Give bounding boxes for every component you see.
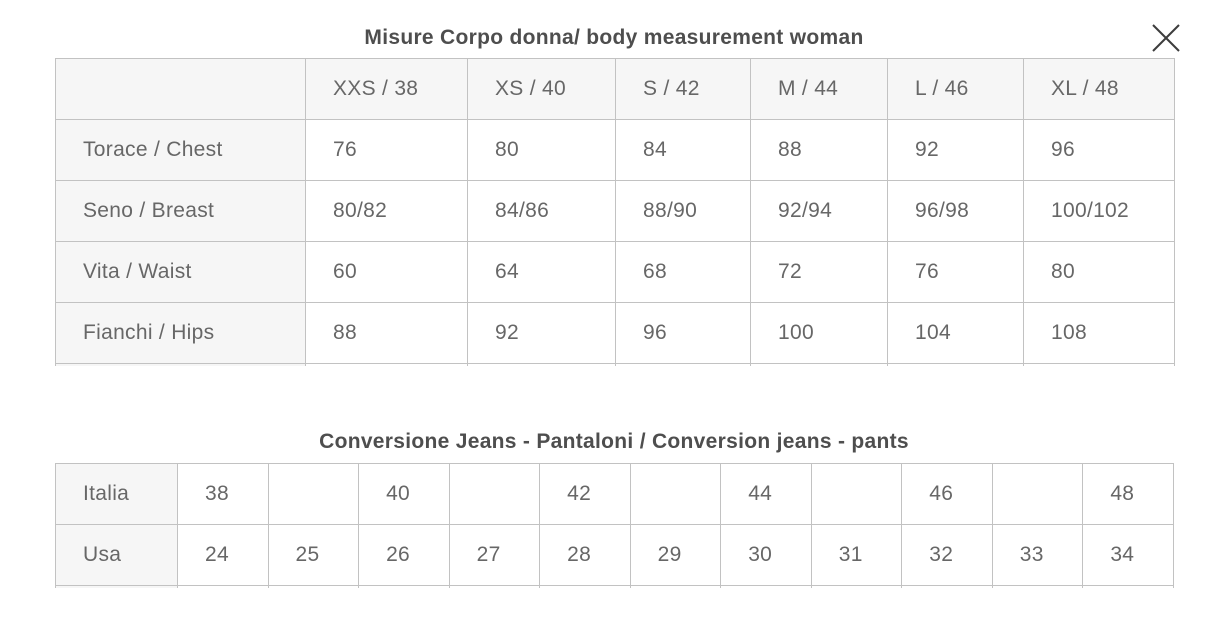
value-cell: 31 <box>810 524 903 586</box>
value-cell: 38 <box>177 463 269 525</box>
row-label <box>55 585 178 588</box>
value-cell: 76 <box>305 119 468 181</box>
value-cell <box>810 585 903 588</box>
value-cell: 84 <box>615 119 751 181</box>
value-cell <box>1082 585 1174 588</box>
body-measurement-table-wrapper: XXS / 38 XS / 40 S / 42 M / 44 L / 46 XL / 48… <box>55 58 1175 366</box>
size-column-header: L / 46 <box>887 58 1024 120</box>
clipped-row <box>55 585 1174 588</box>
value-cell: 80/82 <box>305 180 468 242</box>
jeans-conversion-table-wrapper: Italia 38 40 42 44 46 48 Usa 24 25 26 27 28 29 30… <box>55 463 1175 588</box>
value-cell <box>991 463 1084 525</box>
value-cell <box>539 585 631 588</box>
row-label: Italia <box>55 463 178 525</box>
row-label: Fianchi / Hips <box>55 302 306 364</box>
value-cell: 48 <box>1082 463 1174 525</box>
body-measurement-title: Misure Corpo donna/ body measurement wom… <box>364 26 864 49</box>
value-cell: 72 <box>750 241 888 303</box>
value-cell: 88 <box>750 119 888 181</box>
row-label: Usa <box>55 524 178 586</box>
table-row: Seno / Breast 80/82 84/86 88/90 92/94 96/98 10… <box>55 180 1175 242</box>
value-cell <box>629 585 722 588</box>
value-cell <box>448 585 541 588</box>
row-label: Vita / Waist <box>55 241 306 303</box>
value-cell <box>901 585 993 588</box>
size-column-header: XL / 48 <box>1023 58 1175 120</box>
close-button[interactable] <box>1150 20 1186 56</box>
value-cell <box>305 363 468 366</box>
header-row: XXS / 38 XS / 40 S / 42 M / 44 L / 46 XL / 48 <box>55 58 1175 120</box>
value-cell: 34 <box>1082 524 1174 586</box>
value-cell: 88/90 <box>615 180 751 242</box>
value-cell <box>267 585 360 588</box>
row-label: Torace / Chest <box>55 119 306 181</box>
body-measurement-table: XXS / 38 XS / 40 S / 42 M / 44 L / 46 XL / 48… <box>55 58 1175 366</box>
value-cell: 64 <box>467 241 616 303</box>
row-label: Seno / Breast <box>55 180 306 242</box>
value-cell <box>720 585 812 588</box>
value-cell <box>267 463 360 525</box>
value-cell: 88 <box>305 302 468 364</box>
table-row: Torace / Chest 76 80 84 88 92 96 <box>55 119 1175 181</box>
value-cell: 80 <box>467 119 616 181</box>
value-cell: 100 <box>750 302 888 364</box>
value-cell: 96 <box>1023 119 1175 181</box>
jeans-conversion-title: Conversione Jeans - Pantaloni / Conversi… <box>319 430 909 453</box>
value-cell: 25 <box>267 524 360 586</box>
value-cell: 26 <box>358 524 450 586</box>
jeans-conversion-table: Italia 38 40 42 44 46 48 Usa 24 25 26 27 28 29 30… <box>55 463 1174 588</box>
size-column-header <box>55 58 306 120</box>
value-cell: 68 <box>615 241 751 303</box>
table-row: Vita / Waist 60 64 68 72 76 80 <box>55 241 1175 303</box>
value-cell <box>810 463 903 525</box>
clipped-row <box>55 363 1175 366</box>
value-cell <box>629 463 722 525</box>
size-column-header: M / 44 <box>750 58 888 120</box>
value-cell: 104 <box>887 302 1024 364</box>
value-cell: 40 <box>358 463 450 525</box>
value-cell <box>448 463 541 525</box>
value-cell: 24 <box>177 524 269 586</box>
value-cell: 42 <box>539 463 631 525</box>
value-cell: 46 <box>901 463 993 525</box>
value-cell: 80 <box>1023 241 1175 303</box>
value-cell: 27 <box>448 524 541 586</box>
value-cell: 92 <box>467 302 616 364</box>
value-cell <box>177 585 269 588</box>
value-cell <box>887 363 1024 366</box>
value-cell: 92/94 <box>750 180 888 242</box>
value-cell: 28 <box>539 524 631 586</box>
value-cell <box>991 585 1084 588</box>
value-cell <box>358 585 450 588</box>
value-cell: 32 <box>901 524 993 586</box>
value-cell: 29 <box>629 524 722 586</box>
size-column-header: XXS / 38 <box>305 58 468 120</box>
row-label <box>55 363 306 366</box>
value-cell: 44 <box>720 463 812 525</box>
value-cell: 60 <box>305 241 468 303</box>
value-cell: 33 <box>991 524 1084 586</box>
value-cell <box>615 363 751 366</box>
value-cell <box>467 363 616 366</box>
close-icon <box>1152 24 1180 52</box>
value-cell: 96 <box>615 302 751 364</box>
value-cell <box>1023 363 1175 366</box>
value-cell: 96/98 <box>887 180 1024 242</box>
value-cell: 108 <box>1023 302 1175 364</box>
size-column-header: XS / 40 <box>467 58 616 120</box>
table-row: Usa 24 25 26 27 28 29 30 31 32 33 34 <box>55 524 1174 586</box>
value-cell: 84/86 <box>467 180 616 242</box>
value-cell: 30 <box>720 524 812 586</box>
value-cell: 100/102 <box>1023 180 1175 242</box>
value-cell <box>750 363 888 366</box>
value-cell: 76 <box>887 241 1024 303</box>
size-column-header: S / 42 <box>615 58 751 120</box>
value-cell: 92 <box>887 119 1024 181</box>
table-row: Fianchi / Hips 88 92 96 100 104 108 <box>55 302 1175 364</box>
table-row: Italia 38 40 42 44 46 48 <box>55 463 1174 525</box>
